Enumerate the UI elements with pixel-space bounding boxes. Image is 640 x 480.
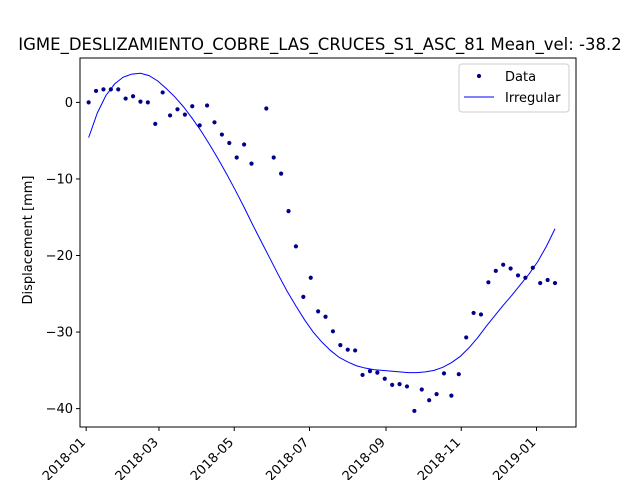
data-point: [242, 142, 247, 147]
y-axis-label: Displacement [mm]: [21, 176, 36, 305]
legend-label-fit: Irregular: [505, 91, 561, 106]
data-point: [367, 369, 373, 374]
data-point: [101, 87, 106, 92]
data-point: [212, 120, 217, 125]
data-point: [486, 280, 491, 285]
data-point: [493, 268, 498, 273]
data-point: [197, 123, 202, 128]
data-point: [234, 155, 239, 160]
data-point: [471, 310, 476, 316]
data-point: [375, 370, 380, 375]
data-point: [530, 265, 535, 270]
data-point: [419, 387, 424, 392]
data-point: [130, 94, 136, 99]
data-point: [308, 275, 313, 280]
data-point: [464, 335, 469, 340]
data-point: [219, 132, 224, 137]
data-point: [301, 294, 306, 299]
y-axis: 0 −10 −20 −30 −40: [46, 96, 80, 417]
data-point: [412, 408, 417, 414]
data-point: [456, 372, 461, 377]
data-point: [286, 209, 291, 214]
y-tick-label: −10: [46, 172, 73, 187]
data-point: [279, 171, 284, 176]
data-point: [523, 275, 528, 280]
data-point: [145, 100, 150, 105]
data-point: [360, 372, 365, 378]
data-point: [293, 244, 299, 249]
data-point: [538, 280, 543, 286]
data-point: [330, 329, 336, 334]
data-point: [353, 348, 358, 353]
irregular-fit-line: [88, 72, 556, 374]
data-point: [449, 393, 454, 398]
data-point: [441, 371, 447, 376]
data-point: [153, 121, 158, 126]
y-tick-label: −40: [46, 402, 73, 417]
data-point: [182, 112, 187, 117]
plot-area: [79, 57, 577, 428]
data-point: [271, 155, 276, 160]
data-point: [93, 88, 99, 94]
legend: Data Irregular: [458, 63, 570, 113]
chart-title: IGME_DESLIZAMIENTO_COBRE_LAS_CRUCES_S1_A…: [18, 35, 621, 55]
data-point: [345, 347, 350, 352]
y-tick-label: −20: [46, 249, 73, 264]
data-point: [545, 277, 550, 283]
data-point: [323, 314, 328, 319]
x-tick-label: 2018-09: [340, 435, 389, 480]
data-point: [108, 87, 113, 92]
data-point: [404, 384, 410, 389]
x-tick-label: 2019-01: [490, 435, 539, 480]
data-point: [515, 273, 521, 278]
data-point: [397, 382, 402, 387]
data-point: [508, 266, 513, 271]
data-point: [501, 262, 506, 267]
axes-frame: [79, 57, 577, 428]
x-tick-label: 2018-11: [415, 435, 464, 480]
x-tick-label: 2018-07: [263, 435, 312, 480]
data-point: [160, 90, 165, 95]
legend-box: [458, 63, 570, 113]
legend-marker-data: [476, 73, 482, 79]
data-point: [249, 161, 254, 166]
data-point: [116, 87, 121, 92]
data-point: [138, 99, 143, 104]
data-point: [86, 100, 91, 105]
x-tick-label: 2018-01: [40, 435, 89, 480]
data-point: [123, 96, 128, 101]
x-tick-label: 2018-05: [188, 435, 237, 480]
y-tick-label: 0: [65, 96, 73, 111]
data-point: [338, 342, 343, 348]
data-point: [167, 113, 173, 118]
x-axis: 2018-01 2018-03 2018-05 2018-07 2018-09 2018-…: [40, 427, 539, 480]
legend-label-data: Data: [505, 70, 536, 85]
x-tick-label: 2018-03: [113, 435, 162, 480]
data-point: [382, 376, 387, 381]
data-point: [434, 391, 439, 397]
data-point: [204, 103, 210, 108]
data-point: [227, 140, 232, 146]
data-point: [390, 382, 395, 387]
data-point: [316, 309, 321, 314]
y-tick-label: −30: [46, 326, 73, 341]
data-point: [190, 104, 195, 109]
data-point: [478, 312, 484, 317]
data-point: [175, 107, 180, 112]
data-point: [427, 398, 432, 403]
data-point: [552, 280, 558, 286]
data-point: [264, 106, 269, 111]
